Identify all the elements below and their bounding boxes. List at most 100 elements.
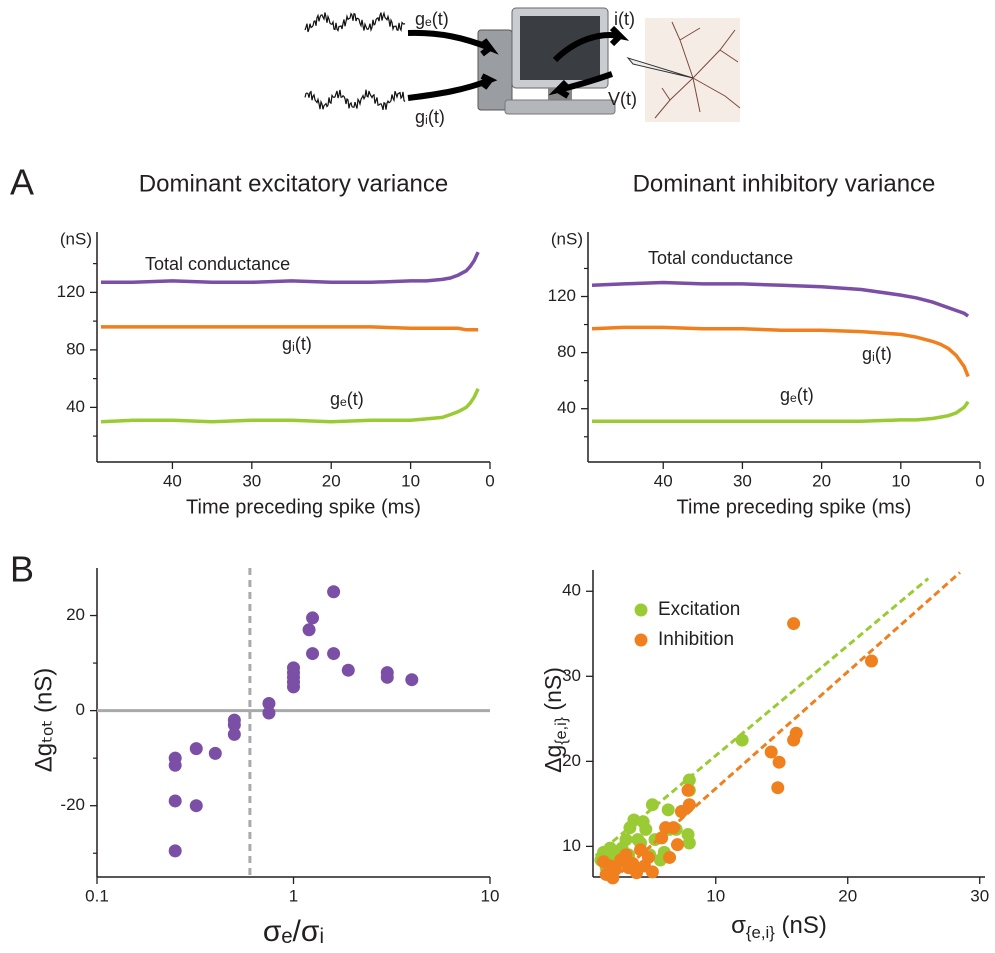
series-line [101,251,480,285]
scatter-point [682,798,696,812]
scatter-point [667,821,681,835]
y-tick-label: 40 [557,398,576,417]
panel-label: B [10,549,34,590]
scatter-point [306,611,320,625]
scatter-point [327,585,341,599]
scatter-point [327,647,341,661]
scatter-point [787,617,801,631]
x-tick-label: 40 [654,471,673,490]
y-tick-label: 120 [57,282,85,301]
scatter-point [227,718,241,732]
chart-title: Dominant excitatory variance [139,170,448,197]
scatter-point [645,865,659,879]
x-tick-label: 0.1 [85,886,109,905]
series-label: Total conductance [648,248,793,268]
scatter-point [670,838,684,852]
scatter-point [262,696,276,710]
scatter-point [771,781,785,795]
scatter-point [789,726,803,740]
y-tick-label: 120 [548,286,576,305]
scatter-point [189,742,203,756]
scatter-point [682,773,696,787]
y-axis-label: (nS) [60,229,92,248]
scatter-point [864,654,878,668]
monitor-screen [520,16,600,80]
schematic-label: gᵢ(t) [415,107,445,127]
scatter-point [764,745,778,759]
legend-marker [634,603,648,617]
y-tick-label: -20 [60,795,85,814]
scatter-point [639,822,653,836]
x-tick-label: 0 [975,471,984,490]
x-tick-label: 30 [970,886,989,905]
x-tick-label: 10 [401,471,420,490]
arrow [552,25,630,63]
scatter-point [208,746,222,760]
x-tick-label: 20 [838,886,857,905]
x-axis-label: Time preceding spike (ms) [186,496,421,518]
legend-label: Inhibition [658,629,734,650]
x-tick-label: 10 [481,886,500,905]
y-tick-label: 20 [562,751,581,770]
series-line [591,280,970,318]
x-axis-label: Time preceding spike (ms) [677,496,912,518]
x-tick-label: 20 [322,471,341,490]
scatter-point [341,663,355,677]
series-label: gₑ(t) [330,389,364,409]
scatter-point [655,831,669,845]
schematic-label: gₑ(t) [415,9,449,29]
scatter-point [227,727,241,741]
noise-trace [304,89,406,111]
series-line [592,400,970,424]
electrode [626,57,694,79]
scatter-point [772,755,786,769]
series-label: gₑ(t) [780,385,814,405]
scatter-point [661,803,675,817]
series-line [591,325,970,378]
legend-marker [634,633,648,647]
x-axis-label: σₑ/σᵢ [263,915,324,948]
scatter-point [302,623,316,637]
chart: 40 80 120 40 30 20 10 0 Dominant excitatory vari… [57,170,495,518]
scatter-point [645,798,659,812]
panel-label: A [10,162,34,203]
y-tick-label: 40 [66,397,85,416]
scatter-point [641,850,655,864]
x-axis-label: σ{e,i} (nS) [731,912,827,942]
x-tick-label: 20 [812,471,831,490]
series-label: Total conductance [145,254,290,274]
y-axis-label: Δg{e,i} (nS) [540,667,570,773]
schematic: gₑ(t) gᵢ(t) i(t) V(t) [304,7,741,127]
scatter-point [189,799,203,813]
x-tick-label: 10 [891,471,910,490]
series-label: gᵢ(t) [862,344,892,364]
x-tick-label: 30 [733,471,752,490]
y-tick-label: 20 [66,605,85,624]
arrow [548,71,613,99]
neuron-dendrites [654,21,741,119]
y-tick-label: 30 [562,666,581,685]
y-tick-label: 80 [557,342,576,361]
scatter-point [735,733,749,747]
scatter-point [287,661,300,675]
scatter-point [681,783,695,797]
series-line [100,387,480,424]
y-tick-label: 0 [76,700,85,719]
scatter-point [168,794,182,808]
x-tick-label: 0 [485,471,494,490]
x-tick-label: 40 [163,471,182,490]
x-tick-label: 30 [242,471,261,490]
y-axis-label: Δgₜₒₜ (nS) [30,668,57,773]
chart-title: Dominant inhibitory variance [633,170,936,197]
scatter-point [663,850,677,864]
noise-trace [304,11,406,33]
scatter-point [682,836,696,850]
scatter-point [619,833,633,847]
fit-line [594,577,930,857]
schematic-label: i(t) [614,9,635,29]
y-tick-label: 80 [66,339,85,358]
y-axis-label: (nS) [551,229,583,248]
x-tick-label: 10 [706,886,725,905]
legend-label: Excitation [658,599,740,620]
